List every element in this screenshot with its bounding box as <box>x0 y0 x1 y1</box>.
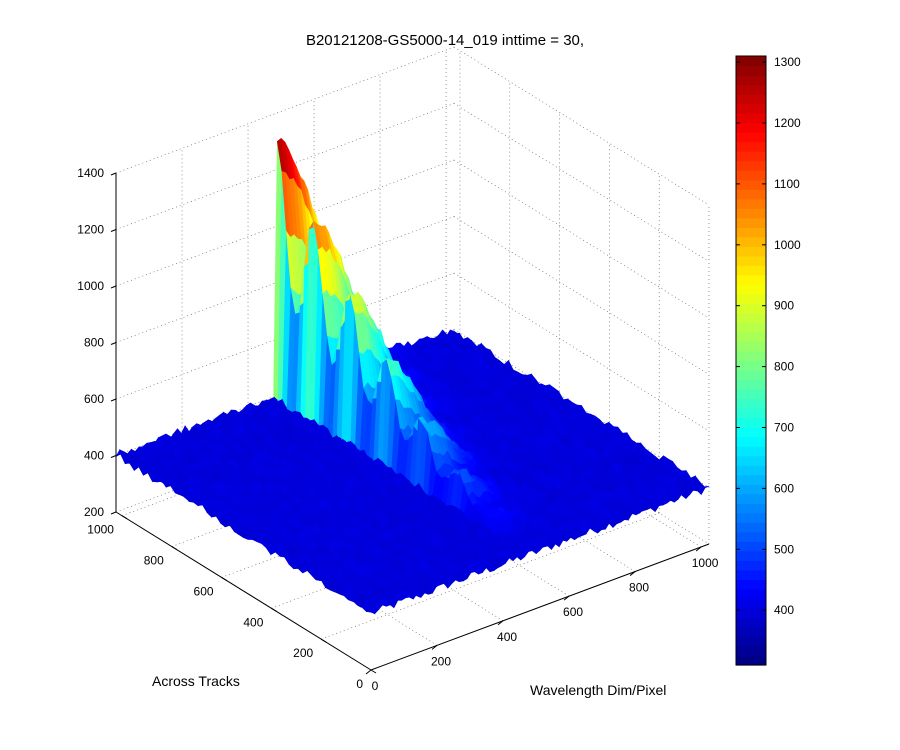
x-tick-label: 800 <box>629 581 649 595</box>
grid-line <box>453 103 710 262</box>
chart-title: B20121208-GS5000-14_019 inttime = 30, <box>306 32 584 49</box>
x-tick-label: 200 <box>431 654 451 668</box>
y-tick-label: 1000 <box>87 523 114 537</box>
x-tick-label: 1000 <box>692 556 719 570</box>
y-tick-label: 600 <box>194 584 214 598</box>
y-tick-label: 800 <box>144 554 164 568</box>
y-tick-label: 400 <box>243 615 263 629</box>
y-axis-line <box>115 511 372 671</box>
y-tick-mark <box>221 576 227 581</box>
y-tick-label: 200 <box>293 646 313 660</box>
y-tick-mark <box>271 607 277 612</box>
y-tick-mark <box>121 515 128 520</box>
y-tick-mark <box>171 546 178 550</box>
grid-line <box>453 159 710 319</box>
grid-line <box>453 46 710 206</box>
x-tick-label: 600 <box>563 605 583 619</box>
x-axis-line <box>370 543 710 671</box>
x-tick-mark <box>695 546 702 552</box>
x-tick-mark <box>629 571 636 576</box>
grid-line <box>453 216 710 375</box>
surface-cell <box>700 485 710 489</box>
x-tick-label: 400 <box>497 630 517 644</box>
tick-labels: 0200400600800100002004006008001000200400… <box>77 166 718 693</box>
y-tick-mark <box>320 638 327 643</box>
surface-plot <box>115 137 710 615</box>
x-tick-mark <box>563 595 570 601</box>
y-tick-mark <box>370 669 377 674</box>
x-tick-mark <box>431 645 438 650</box>
y-tick-label: 0 <box>356 677 363 691</box>
x-tick-mark <box>365 669 372 675</box>
grid-line <box>321 512 660 640</box>
grid-line <box>115 46 455 174</box>
axes-3d: 0200400600800100002004006008001000200400… <box>77 46 719 693</box>
x-tick-mark <box>497 620 504 626</box>
x-tick-label: 0 <box>372 679 379 693</box>
